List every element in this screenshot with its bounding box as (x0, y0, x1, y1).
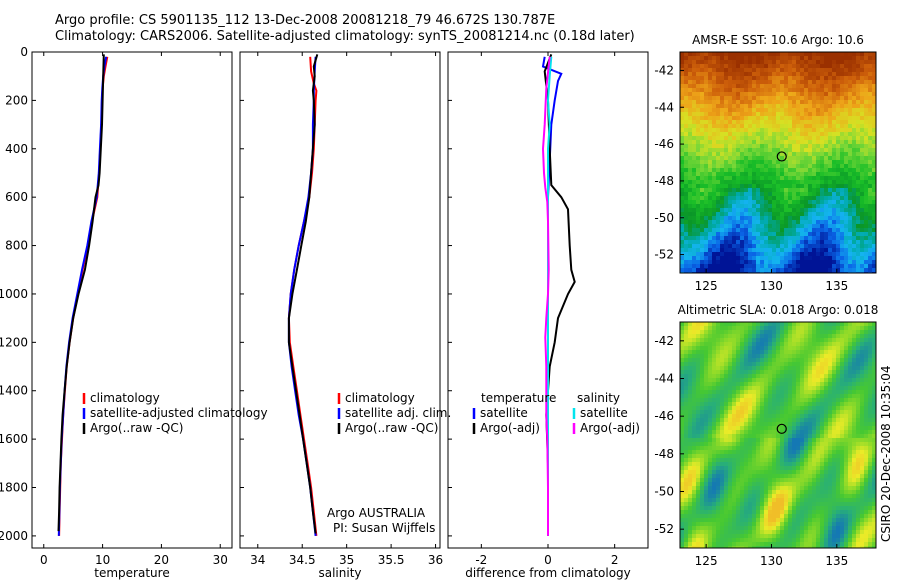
temperature-panel-xtick-label: 20 (154, 553, 169, 567)
temperature-panel-series-2 (57, 54, 105, 532)
salinity-panel-xtick-label: 34.5 (289, 553, 316, 567)
sla-map-title: Altimetric SLA: 0.018 Argo: 0.018 (678, 303, 879, 317)
difference-legend-item: Argo(-adj) (580, 421, 640, 435)
timestamp-label: CSIRO 20-Dec-2008 10:35:04 (879, 365, 893, 542)
salinity-panel-xlabel: salinity (318, 566, 361, 580)
sla-map-xtick-label: 135 (825, 554, 848, 568)
temperature-panel-xtick-label: 10 (95, 553, 110, 567)
temperature-legend-item: satellite-adjusted climatology (90, 406, 268, 420)
salinity-panel-xtick-label: 35.5 (378, 553, 405, 567)
figure-title-line1: Argo profile: CS 5901135_112 13-Dec-2008… (55, 13, 556, 28)
salinity-legend-item: climatology (345, 391, 415, 405)
salinity-panel-xtick-label: 35 (339, 553, 354, 567)
temperature-panel-ytick-label: 200 (5, 93, 28, 107)
sla-map-ytick-label: -44 (654, 372, 674, 386)
sla-map-ytick-label: -46 (654, 409, 674, 423)
sst-map-float-marker (776, 151, 787, 162)
temperature-panel-xtick-label: 30 (213, 553, 228, 567)
sst-map-xtick-label: 125 (695, 279, 718, 293)
temperature-panel-ytick-label: 1200 (0, 335, 28, 349)
temperature-panel-ytick-label: 2000 (0, 529, 28, 543)
temperature-panel-ytick-label: 1600 (0, 432, 28, 446)
temperature-panel-ytick-label: 800 (5, 239, 28, 253)
temperature-panel-ytick-label: 1000 (0, 287, 28, 301)
temperature-panel-ytick-label: 1400 (0, 384, 28, 398)
sst-map-title: AMSR-E SST: 10.6 Argo: 10.6 (692, 33, 864, 47)
credit-line1: Argo AUSTRALIA (327, 506, 426, 520)
sla-map-float-marker (776, 423, 787, 434)
temperature-panel-axes-box (31, 51, 233, 549)
sla-map-ytick-label: -52 (654, 522, 674, 536)
temperature-panel-xlabel: temperature (94, 566, 169, 580)
sst-map-xtick-label: 135 (825, 279, 848, 293)
temperature-legend-item: climatology (90, 391, 160, 405)
temperature-panel-xtick-label: 0 (40, 553, 48, 567)
figure-title-line2: Climatology: CARS2006. Satellite-adjuste… (55, 29, 635, 44)
difference-legend-title: salinity (577, 391, 620, 405)
salinity-legend-item: satellite adj. clim. (345, 406, 451, 420)
temperature-panel-ytick-label: 400 (5, 142, 28, 156)
sst-map-ytick-label: -46 (654, 137, 674, 151)
sla-map-ytick-label: -50 (654, 485, 674, 499)
temperature-panel-ytick-label: 1800 (0, 481, 28, 495)
difference-panel-xtick-label: 2 (611, 553, 619, 567)
salinity-panel-xtick-label: 36 (428, 553, 443, 567)
temperature-legend-item: Argo(..raw -QC) (90, 421, 183, 435)
sla-map-frame (679, 321, 877, 549)
difference-panel-xtick-label: -2 (475, 553, 487, 567)
sst-map-ytick-label: -52 (654, 248, 674, 262)
sst-map-ytick-label: -44 (654, 100, 674, 114)
sst-map-ytick-label: -42 (654, 63, 674, 77)
salinity-panel-series-2 (287, 54, 319, 534)
difference-legend-item: Argo(-adj) (480, 421, 540, 435)
sla-map-xtick-label: 125 (695, 554, 718, 568)
temperature-panel-ytick-label: 0 (20, 45, 28, 59)
credit-line2: PI: Susan Wijffels (333, 521, 435, 535)
salinity-legend-item: Argo(..raw -QC) (345, 421, 438, 435)
sla-map-heatmap-cells (680, 322, 876, 548)
sla-map-ytick-label: -42 (654, 334, 674, 348)
salinity-panel-axes-box (239, 51, 441, 549)
sst-map-xtick-label: 130 (760, 279, 783, 293)
difference-legend-item: satellite (580, 406, 628, 420)
difference-panel-series-3 (541, 56, 551, 536)
sst-map-heatmap-cells (680, 52, 876, 273)
sst-map-ytick-label: -48 (654, 174, 674, 188)
difference-panel-xtick-label: 0 (544, 553, 552, 567)
difference-panel-xlabel: difference from climatology (465, 566, 631, 580)
sst-map-ytick-label: -50 (654, 211, 674, 225)
temperature-panel-ytick-label: 600 (5, 190, 28, 204)
salinity-panel-xtick-label: 34 (250, 553, 265, 567)
sla-map-xtick-label: 130 (760, 554, 783, 568)
difference-legend-title: temperature (481, 391, 556, 405)
difference-legend-item: satellite (480, 406, 528, 420)
sla-map-ytick-label: -48 (654, 447, 674, 461)
sst-map-frame (679, 51, 877, 274)
